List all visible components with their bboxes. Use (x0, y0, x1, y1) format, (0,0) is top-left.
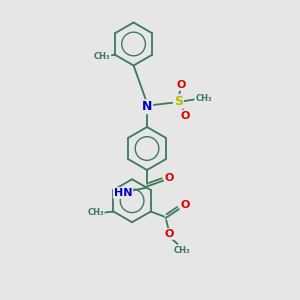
Text: O: O (176, 80, 185, 90)
Text: O: O (165, 173, 174, 183)
Text: HN: HN (114, 188, 132, 198)
Text: O: O (180, 200, 190, 210)
Text: N: N (142, 100, 152, 113)
Text: CH₃: CH₃ (94, 52, 110, 61)
Text: O: O (165, 229, 174, 239)
Text: S: S (174, 95, 183, 108)
Text: CH₃: CH₃ (195, 94, 212, 103)
Text: CH₃: CH₃ (87, 208, 104, 217)
Text: CH₃: CH₃ (174, 245, 190, 254)
Text: O: O (180, 111, 190, 121)
